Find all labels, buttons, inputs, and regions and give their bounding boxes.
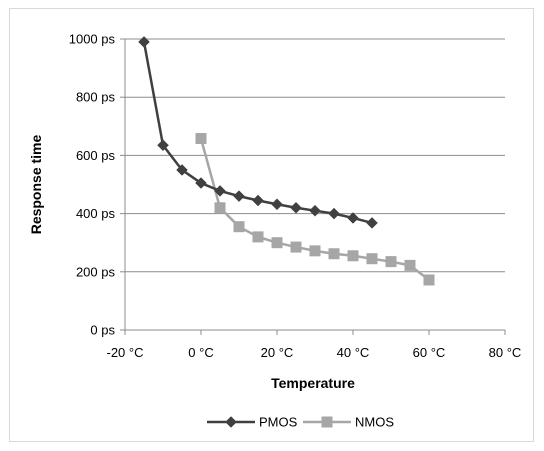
data-point-pmos (271, 198, 283, 211)
chart-frame (9, 8, 534, 442)
data-point-pmos (290, 201, 302, 214)
data-point-nmos (309, 245, 321, 257)
x-tick-label: 60 °C (413, 345, 446, 360)
data-point-pmos (195, 177, 207, 189)
gridlines (125, 38, 505, 273)
data-point-nmos (271, 237, 283, 249)
legend-item-nmos: NMOS (303, 415, 394, 430)
x-tick-label: 80 °C (489, 345, 522, 360)
legend-marker-pmos (225, 416, 237, 428)
y-tick-label: 0 ps (90, 323, 115, 338)
data-point-nmos (328, 248, 340, 260)
data-point-nmos (366, 253, 378, 265)
y-axis-title: Response time (28, 134, 44, 234)
data-point-pmos (252, 194, 264, 207)
x-tick-label: 20 °C (261, 345, 294, 360)
data-point-pmos (347, 212, 359, 224)
legend-label-pmos: PMOS (259, 415, 298, 430)
x-tick-label: -20 °C (107, 345, 144, 360)
data-point-nmos (404, 259, 416, 271)
data-point-pmos (157, 139, 169, 152)
legend-marker-nmos (321, 416, 333, 428)
y-tick-label: 600 ps (76, 148, 116, 163)
x-tick-label: 0 °C (188, 345, 213, 360)
data-point-pmos (214, 185, 226, 197)
x-axis-title: Temperature (271, 375, 355, 391)
data-point-pmos (176, 164, 188, 176)
data-point-pmos (233, 190, 245, 202)
y-tick-labels: 0 ps 200 ps 400 ps 600 ps 800 ps 1000 ps (69, 32, 116, 338)
x-tick-labels: -20 °C 0 °C 20 °C 40 °C 60 °C 80 °C (107, 345, 522, 360)
data-point-nmos (214, 202, 226, 214)
legend: PMOS NMOS (207, 415, 394, 430)
data-point-nmos (252, 231, 264, 243)
data-point-nmos (233, 221, 245, 233)
data-point-pmos (366, 217, 378, 229)
y-tick-label: 800 ps (76, 90, 116, 105)
axes (120, 38, 506, 335)
legend-label-nmos: NMOS (355, 415, 394, 430)
x-tick-label: 40 °C (337, 345, 370, 360)
data-point-pmos (138, 36, 150, 48)
data-point-nmos (423, 274, 435, 286)
series-pmos (138, 36, 378, 229)
series-nmos (195, 133, 435, 286)
data-point-nmos (385, 256, 397, 268)
y-tick-label: 400 ps (76, 206, 116, 221)
y-tick-label: 200 ps (76, 264, 116, 279)
legend-item-pmos: PMOS (207, 415, 298, 430)
data-point-nmos (290, 241, 302, 253)
series-layer (138, 36, 435, 286)
data-point-nmos (195, 133, 207, 145)
data-point-nmos (347, 250, 359, 262)
y-tick-label: 1000 ps (69, 32, 116, 47)
data-point-pmos (309, 204, 321, 217)
data-point-pmos (328, 207, 340, 220)
